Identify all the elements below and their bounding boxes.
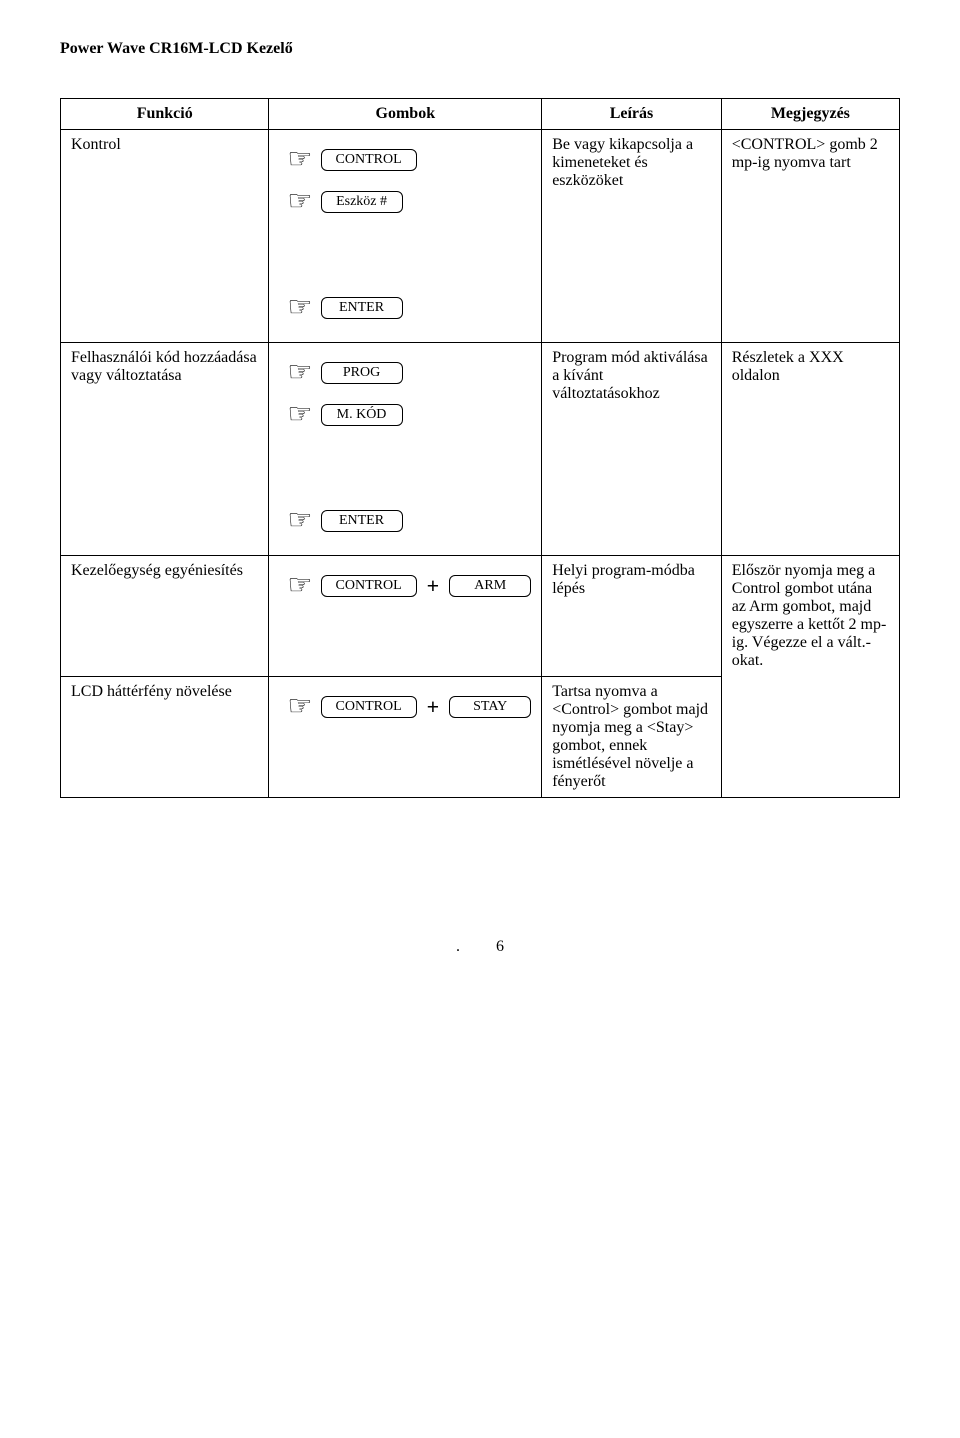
key-enter: ENTER — [321, 510, 403, 532]
key-enter: ENTER — [321, 297, 403, 319]
cell-buttons-enter2: ☞ ENTER — [269, 491, 542, 556]
page-number: 6 — [496, 938, 504, 955]
hand-icon: ☞ — [287, 507, 312, 535]
key-control: CONTROL — [321, 149, 417, 171]
cell-note-lcd — [721, 676, 899, 797]
cell-desc-lcd: Tartsa nyomva a <Control> gombot majd ny… — [542, 676, 722, 797]
cell-func-lcd: LCD háttérfény növelése — [61, 676, 269, 797]
document-title: Power Wave CR16M-LCD Kezelő — [60, 40, 900, 58]
cell-note-kontrol: <CONTROL> gomb 2 mp-ig nyomva tart — [721, 130, 899, 237]
key-control: CONTROL — [321, 696, 417, 718]
cell-func-kod: Felhasználói kód hozzáadása vagy változt… — [61, 343, 269, 450]
key-prog: PROG — [321, 362, 403, 384]
key-eszkoz: Eszköz # — [321, 191, 403, 213]
header-funkcio: Funkció — [61, 99, 269, 130]
cell-note-egyenesites: Először nyomja meg a Control gombot után… — [721, 556, 899, 677]
cell-buttons-enter1: ☞ ENTER — [269, 278, 542, 343]
key-mkod: M. KÓD — [321, 404, 403, 426]
hand-icon: ☞ — [287, 401, 312, 429]
header-megjegyzes: Megjegyzés — [721, 99, 899, 130]
header-leiras: Leírás — [542, 99, 722, 130]
page-footer: . 6 — [60, 938, 900, 956]
hand-icon: ☞ — [287, 572, 312, 600]
plus-icon: + — [427, 694, 440, 720]
cell-desc-egyenesites: Helyi program-módba lépés — [542, 556, 722, 677]
footer-dot: . — [456, 938, 460, 955]
cell-buttons-kod: ☞ PROG ☞ M. KÓD — [269, 343, 542, 450]
cell-note-kod: Részletek a XXX oldalon — [721, 343, 899, 450]
hand-icon: ☞ — [287, 693, 312, 721]
cell-buttons-egyenesites: ☞ CONTROL + ARM — [269, 556, 542, 677]
cell-desc-kod: Program mód aktiválása a kívánt változta… — [542, 343, 722, 450]
hand-icon: ☞ — [287, 146, 312, 174]
cell-func-egyenesites: Kezelőegység egyéniesítés — [61, 556, 269, 677]
cell-desc-kontrol: Be vagy kikapcsolja a kimeneteket és esz… — [542, 130, 722, 237]
hand-icon: ☞ — [287, 359, 312, 387]
main-table: Funkció Gombok Leírás Megjegyzés Kontrol… — [60, 98, 900, 798]
cell-func-kontrol: Kontrol — [61, 130, 269, 237]
cell-buttons-lcd: ☞ CONTROL + STAY — [269, 676, 542, 797]
key-control: CONTROL — [321, 575, 417, 597]
plus-icon: + — [427, 573, 440, 599]
header-gombok: Gombok — [269, 99, 542, 130]
hand-icon: ☞ — [287, 188, 312, 216]
key-arm: ARM — [449, 575, 531, 597]
hand-icon: ☞ — [287, 294, 312, 322]
cell-buttons-kontrol: ☞ CONTROL ☞ Eszköz # — [269, 130, 542, 237]
key-stay: STAY — [449, 696, 531, 718]
